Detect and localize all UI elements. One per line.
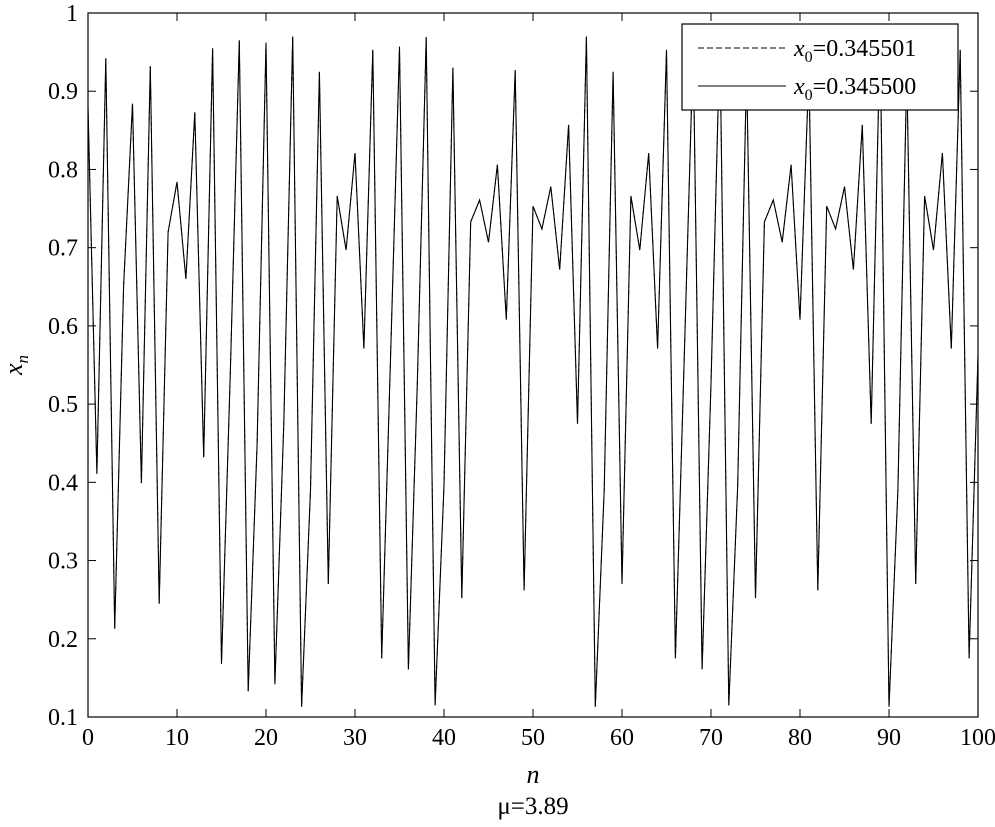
caption-mu: μ=3.89 (497, 793, 568, 820)
x-tick-label: 0 (82, 725, 94, 751)
x-tick-label: 60 (610, 725, 634, 751)
x-tick-label: 50 (521, 725, 545, 751)
y-tick-label: 0.6 (48, 314, 78, 340)
y-tick-label: 1 (66, 1, 78, 27)
y-tick-label: 0.7 (48, 236, 78, 262)
x-tick-label: 70 (699, 725, 723, 751)
x-tick-label: 30 (343, 725, 367, 751)
y-tick-label: 0.3 (48, 549, 78, 575)
y-tick-label: 0.5 (48, 392, 78, 418)
x-tick-label: 20 (254, 725, 278, 751)
x-tick-label: 40 (432, 725, 456, 751)
x-axis-label: n (527, 760, 540, 789)
x-tick-label: 100 (960, 725, 995, 751)
y-tick-label: 0.8 (48, 157, 78, 183)
x-tick-label: 80 (788, 725, 812, 751)
y-tick-label: 0.2 (48, 627, 78, 653)
y-tick-label: 0.1 (48, 705, 78, 731)
x-tick-label: 10 (165, 725, 189, 751)
y-tick-label: 0.9 (48, 79, 78, 105)
y-tick-label: 0.4 (48, 470, 78, 496)
x-tick-label: 90 (877, 725, 901, 751)
